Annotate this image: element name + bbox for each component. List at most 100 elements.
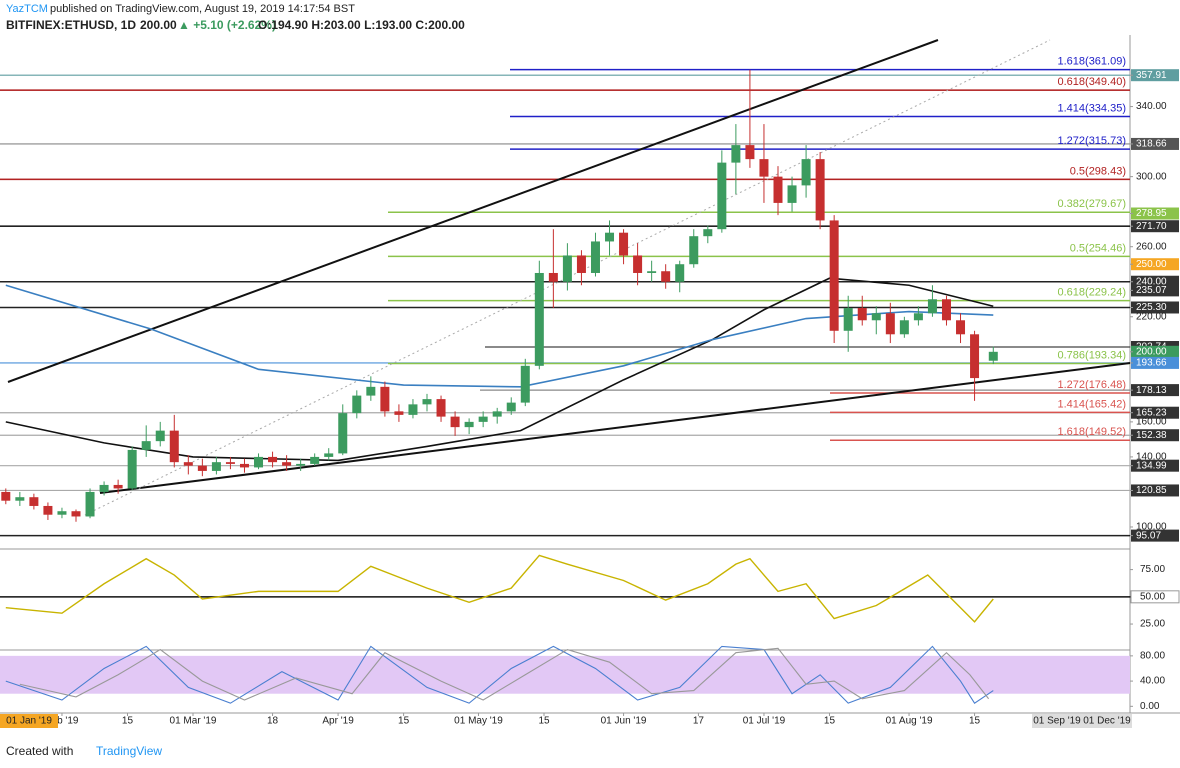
- candle-body: [282, 462, 292, 466]
- time-label: 15: [538, 716, 550, 727]
- candle-body: [829, 220, 839, 331]
- candle-body: [661, 271, 671, 282]
- footer-brand[interactable]: TradingView: [96, 744, 162, 758]
- time-label: 15: [824, 716, 836, 727]
- stoch-line: [19, 647, 990, 701]
- candle-body: [913, 313, 923, 321]
- price-label-bg: [1131, 459, 1179, 472]
- candle-body: [590, 241, 600, 273]
- time-label: 15: [969, 716, 981, 727]
- rsi-label: 75.00: [1140, 564, 1165, 575]
- channel-lower: [99, 362, 1131, 494]
- candle-body: [450, 416, 460, 428]
- rsi-label-bg: [1130, 590, 1180, 604]
- trend-dotted: [84, 39, 1051, 516]
- candle-body: [478, 416, 488, 422]
- candle-body: [254, 456, 264, 468]
- price-label: 95.07: [1136, 530, 1161, 541]
- symbol: BITFINEX:ETHUSD, 1D: [6, 18, 136, 32]
- stoch-line: [5, 645, 994, 704]
- moving-average: [5, 284, 994, 388]
- candle-body: [113, 484, 123, 489]
- candle-body: [324, 453, 334, 457]
- candle-body: [773, 176, 783, 203]
- candle-body: [534, 272, 544, 366]
- time-label: 01 Aug '19: [886, 716, 933, 727]
- fib-label: 1.272(176.48): [1058, 379, 1127, 391]
- candle-body: [408, 404, 418, 415]
- candle-body: [197, 465, 207, 471]
- candle-body: [703, 229, 713, 237]
- candle-body: [815, 159, 825, 221]
- fib-label: 1.414(165.42): [1058, 398, 1127, 410]
- cursor-label-bg: [0, 714, 58, 728]
- price-label-bg: [1131, 220, 1179, 233]
- time-label: 01 Jul '19: [743, 716, 786, 727]
- price-label-bg: [1131, 258, 1179, 271]
- published: published on TradingView.com, August 19,…: [50, 3, 355, 15]
- candle-body: [787, 185, 797, 203]
- stoch-label: 80.00: [1140, 650, 1165, 661]
- price-label: 100.00: [1136, 522, 1167, 533]
- time-label: Apr '19: [322, 716, 354, 727]
- candle-body: [731, 145, 741, 163]
- footer-created: Created with: [6, 744, 73, 758]
- price-label-bg: [1131, 484, 1179, 497]
- price-label: 200.00: [1136, 346, 1167, 357]
- time-label: 18: [267, 716, 279, 727]
- price-label: 165.23: [1136, 407, 1167, 418]
- candle-body: [857, 308, 867, 321]
- fib-label: 0.5(254.46): [1070, 242, 1126, 254]
- stoch-label: 40.00: [1140, 676, 1165, 687]
- candle-body: [338, 413, 348, 454]
- price-label: 318.66: [1136, 139, 1167, 150]
- fib-label: 1.618(149.52): [1058, 426, 1127, 438]
- fib-label: 0.786(193.34): [1058, 349, 1127, 361]
- price-label-bg: [1131, 529, 1179, 542]
- candle-body: [520, 365, 530, 403]
- price-label: 140.00: [1136, 452, 1167, 463]
- foreground-layer: 357.91 340.00 318.66 300.00 278.95 271.70 260.…: [0, 56, 1180, 728]
- price-label: 300.00: [1136, 171, 1167, 182]
- ohlc: O:194.90 H:203.00 L:193.00 C:200.00: [258, 18, 465, 32]
- candle-body: [169, 430, 179, 463]
- candle-body: [647, 271, 657, 273]
- fib-label: 0.382(279.67): [1058, 198, 1127, 210]
- price-label-bg: [1131, 69, 1179, 82]
- candle-body: [394, 411, 404, 415]
- candle-body: [464, 421, 474, 428]
- candle-body: [885, 313, 895, 335]
- price-label: 340.00: [1136, 101, 1167, 112]
- price-label: 250.00: [1136, 259, 1167, 270]
- candle-body: [380, 386, 390, 412]
- price-label: 160.00: [1136, 417, 1167, 428]
- fib-label: 1.618(361.09): [1058, 56, 1127, 68]
- price-label-bg: [1131, 284, 1179, 297]
- candle-body: [211, 462, 221, 471]
- price-label: 357.91: [1136, 70, 1167, 81]
- price-label-bg: [1131, 301, 1179, 314]
- candle-body: [492, 411, 502, 417]
- candle-body: [675, 264, 685, 282]
- candle-body: [562, 255, 572, 282]
- price-label: 152.38: [1136, 430, 1167, 441]
- publisher[interactable]: YazTCM: [6, 3, 48, 15]
- candle-body: [436, 399, 446, 417]
- candle-body: [71, 511, 81, 517]
- price-label: 271.70: [1136, 221, 1167, 232]
- candle-body: [619, 232, 629, 256]
- candle-body: [927, 299, 937, 314]
- fib-label: 1.272(315.73): [1058, 135, 1127, 147]
- candle-body: [422, 399, 432, 405]
- candle-body: [988, 351, 998, 361]
- candle-body: [85, 491, 95, 517]
- time-label: 15: [122, 716, 134, 727]
- price-label: 278.95: [1136, 208, 1167, 219]
- price-label-bg: [1131, 406, 1179, 419]
- candle-body: [576, 255, 586, 273]
- candle-body: [352, 395, 362, 414]
- range-label: 01 Sep '19: [1033, 716, 1081, 727]
- candle-body: [548, 272, 558, 282]
- time-label: 15: [398, 716, 410, 727]
